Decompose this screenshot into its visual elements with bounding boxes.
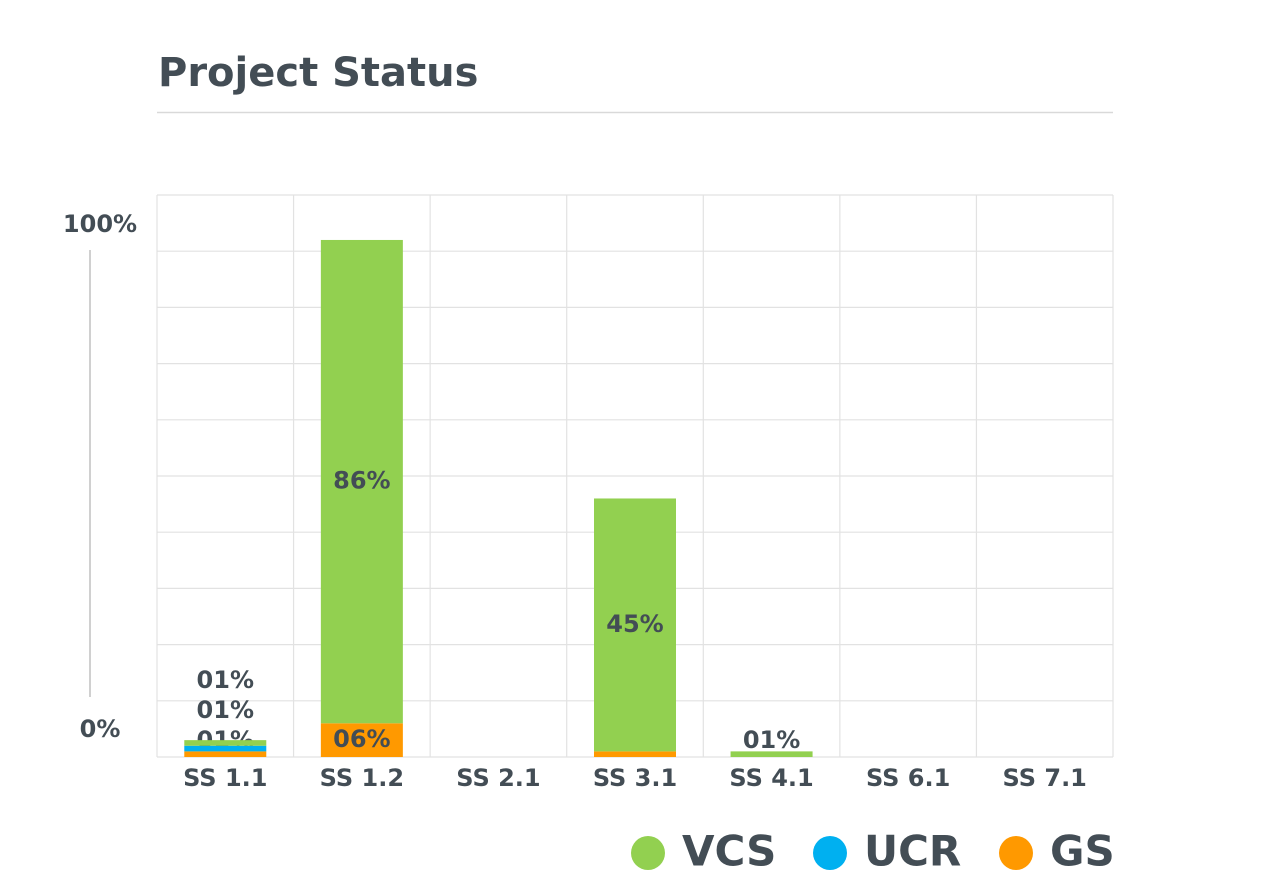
chart-title: Project Status	[158, 50, 478, 96]
bar-segment	[320, 723, 403, 757]
bar-segment	[594, 751, 676, 757]
value-label: 01%	[197, 666, 254, 694]
x-tick-label: SS 1.2	[320, 764, 404, 792]
bar-segment	[184, 745, 267, 752]
y-tick-label: 0%	[80, 715, 121, 743]
value-label: 86%	[333, 467, 390, 495]
x-tick-label: SS 1.1	[183, 764, 267, 792]
x-tick-label: SS 2.1	[456, 764, 540, 792]
bar-segment	[320, 239, 403, 724]
value-label: 06%	[333, 725, 390, 753]
legend-label: VCS	[682, 827, 776, 876]
bar-segment	[184, 751, 267, 757]
legend-label: GS	[1050, 827, 1115, 876]
x-tick-label: SS 7.1	[1003, 764, 1087, 792]
bar-segment	[184, 740, 267, 746]
bar-segment	[730, 751, 813, 757]
legend-swatch	[813, 836, 847, 870]
legend-label: UCR	[864, 827, 961, 876]
legend-swatch	[631, 836, 665, 870]
x-tick-label: SS 6.1	[866, 764, 950, 792]
bar-segment	[594, 498, 676, 752]
x-tick-label: SS 4.1	[729, 764, 813, 792]
value-label: 45%	[606, 610, 663, 638]
x-tick-label: SS 3.1	[593, 764, 677, 792]
y-tick-label: 100%	[63, 210, 137, 238]
value-label: 01%	[197, 696, 254, 724]
value-label: 01%	[743, 726, 800, 754]
legend-swatch	[999, 836, 1033, 870]
